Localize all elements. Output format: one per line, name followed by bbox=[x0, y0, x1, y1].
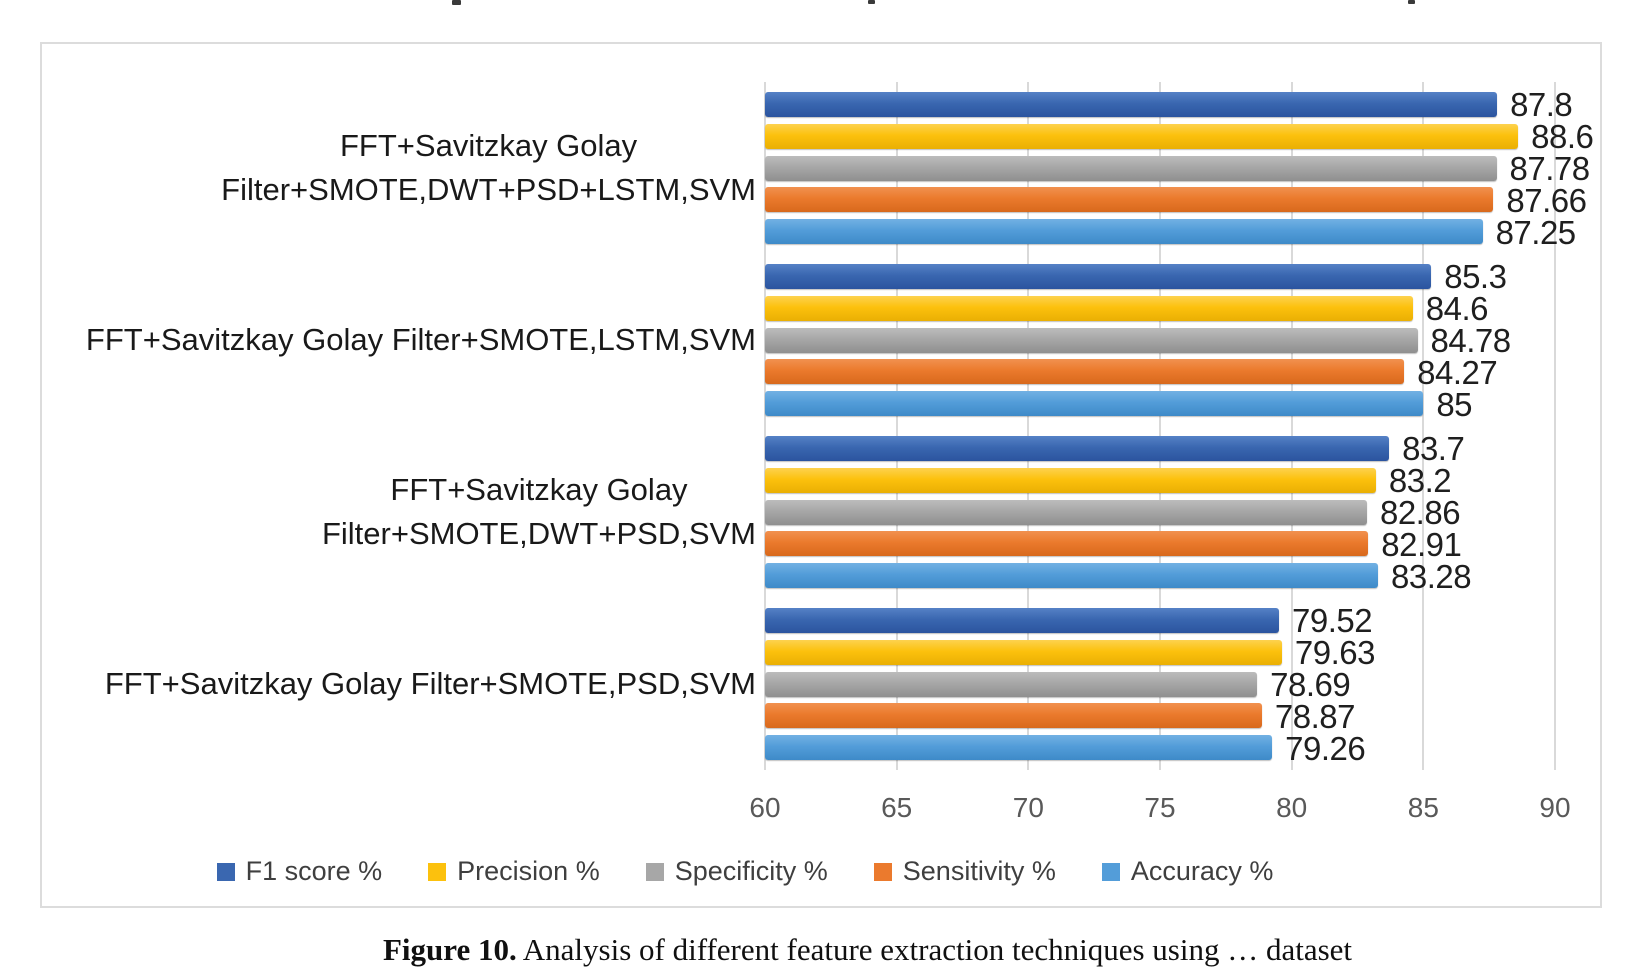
legend-swatch bbox=[428, 862, 447, 881]
bar-value-label: 87.66 bbox=[1506, 181, 1587, 219]
legend-label: F1 score % bbox=[245, 856, 383, 886]
legend-swatch bbox=[645, 862, 664, 881]
cropped-text-fragment bbox=[868, 0, 875, 4]
bar-value-label: 88.6 bbox=[1531, 118, 1594, 156]
legend-item: Specificity % bbox=[645, 856, 828, 887]
category-label: FFT+Savitzkay Golay Filter+SMOTE,LSTM,SV… bbox=[85, 321, 756, 357]
gridline bbox=[1422, 82, 1425, 770]
bar bbox=[765, 531, 1369, 557]
legend-item: F1 score % bbox=[216, 856, 383, 887]
bar bbox=[765, 639, 1282, 665]
bar-value-label: 79.26 bbox=[1285, 729, 1366, 767]
gridline bbox=[895, 82, 898, 770]
gridline bbox=[1159, 82, 1161, 770]
bar bbox=[765, 671, 1258, 697]
figure-caption: Figure 10. Analysis of different feature… bbox=[0, 932, 1645, 968]
bar-value-label: 84.78 bbox=[1430, 322, 1512, 359]
legend-item: Accuracy % bbox=[1101, 856, 1274, 887]
bar bbox=[765, 263, 1432, 289]
bar-value-label: 78.69 bbox=[1270, 666, 1351, 703]
legend-swatch bbox=[1101, 862, 1120, 881]
x-axis: 60 65 70 75 80 85 90 bbox=[42, 44, 1600, 906]
legend-label: Sensitivity % bbox=[902, 856, 1056, 886]
bar-value-label: 83.7 bbox=[1402, 430, 1465, 468]
legend-item: Precision % bbox=[428, 856, 600, 887]
plot-area: 87.8 88.6 87.78 87.66 87.25 85.3 84.6 84.78 84.2… bbox=[764, 82, 1594, 770]
bar bbox=[765, 563, 1379, 589]
bar bbox=[765, 123, 1519, 149]
bar bbox=[765, 327, 1418, 353]
cropped-text-fragment bbox=[452, 0, 461, 5]
bar-value-label: 79.63 bbox=[1294, 634, 1376, 672]
bar bbox=[765, 499, 1367, 525]
bar bbox=[765, 155, 1497, 181]
x-tick-label: 75 bbox=[1144, 792, 1176, 823]
bar bbox=[765, 703, 1262, 729]
figure-caption-prefix: Figure 10. bbox=[382, 932, 517, 967]
x-tick-label: 70 bbox=[1012, 792, 1044, 823]
bar bbox=[765, 359, 1405, 385]
bar-value-label: 87.78 bbox=[1509, 150, 1591, 187]
bar-value-label: 83.28 bbox=[1391, 557, 1472, 595]
category-label: FFT+Savitzkay Golay Filter+SMOTE,DWT+PSD… bbox=[221, 127, 756, 207]
bar-chart: 87.8 88.6 87.78 87.66 87.25 85.3 84.6 84.78 84.2… bbox=[40, 42, 1602, 908]
legend-label: Accuracy % bbox=[1130, 856, 1274, 886]
legend-label: Specificity % bbox=[674, 856, 828, 886]
legend-label: Precision % bbox=[457, 856, 600, 886]
bar-value-label: 79.52 bbox=[1292, 602, 1373, 640]
cropped-text-fragment bbox=[1408, 0, 1415, 4]
bar-value-label: 83.2 bbox=[1388, 462, 1452, 500]
legend-item: Sensitivity % bbox=[873, 856, 1056, 887]
bar-value-label: 84.6 bbox=[1425, 290, 1489, 328]
category-label: FFT+Savitzkay Golay Filter+SMOTE,DWT+PSD… bbox=[321, 471, 756, 551]
bar bbox=[765, 219, 1483, 245]
bar bbox=[765, 295, 1413, 321]
bar-value-label: 87.8 bbox=[1510, 86, 1573, 124]
bar-value-label: 82.91 bbox=[1381, 525, 1462, 563]
bar bbox=[765, 91, 1498, 117]
bar bbox=[765, 391, 1424, 417]
bar-value-label: 85 bbox=[1436, 385, 1473, 423]
x-tick-label: 60 bbox=[749, 792, 781, 823]
x-tick-label: 80 bbox=[1276, 792, 1308, 823]
x-tick-label: 90 bbox=[1539, 792, 1571, 823]
x-tick-label: 65 bbox=[881, 792, 913, 823]
bar-value-label: 87.25 bbox=[1495, 213, 1577, 251]
legend: F1 score % Precision % Specificity % Sensit… bbox=[42, 856, 1448, 887]
bar-value-label: 82.86 bbox=[1379, 494, 1461, 531]
bar bbox=[765, 187, 1494, 213]
gridline bbox=[764, 82, 766, 770]
bar bbox=[765, 735, 1273, 761]
figure-caption-text: Analysis of different feature extraction… bbox=[522, 932, 1353, 967]
legend-swatch bbox=[873, 862, 892, 881]
x-tick-label: 85 bbox=[1407, 792, 1439, 823]
bar bbox=[765, 435, 1390, 461]
bar-value-label: 78.87 bbox=[1274, 697, 1356, 735]
bar bbox=[765, 607, 1280, 633]
gridline bbox=[1290, 82, 1293, 770]
bar-value-label: 84.27 bbox=[1417, 353, 1498, 391]
legend-swatch bbox=[216, 862, 235, 881]
bar bbox=[765, 467, 1376, 493]
gridline bbox=[1554, 82, 1556, 770]
category-label: FFT+Savitzkay Golay Filter+SMOTE,PSD,SVM bbox=[104, 665, 756, 701]
gridline bbox=[1027, 82, 1030, 770]
bar-value-label: 85.3 bbox=[1444, 258, 1507, 296]
